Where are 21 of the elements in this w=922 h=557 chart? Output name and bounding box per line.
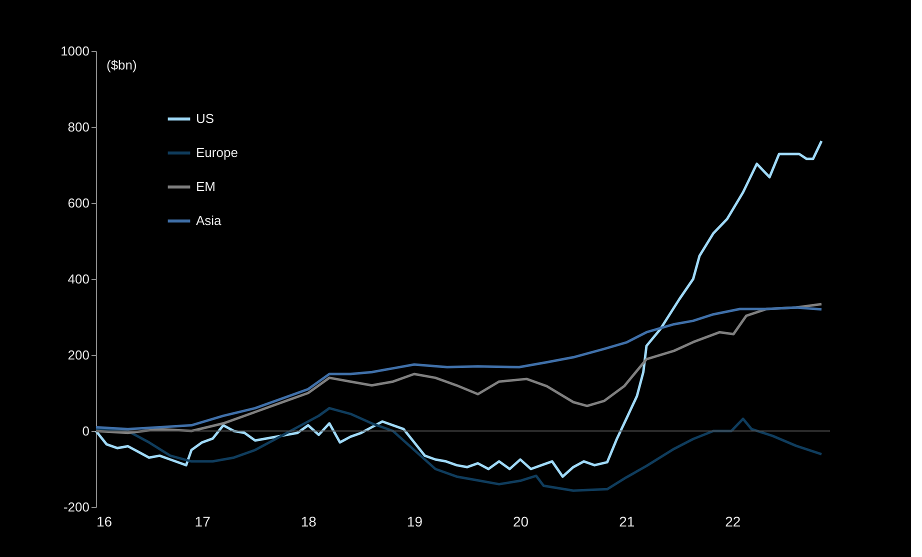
line-series <box>94 406 823 492</box>
y-tick-label: 800 <box>68 120 90 134</box>
y-tick-label: 200 <box>68 348 90 362</box>
y-tick-label: 0 <box>82 424 90 438</box>
y-axis-title: ($bn) <box>106 58 137 72</box>
y-tick-label: 400 <box>68 272 90 286</box>
x-tick-label: 19 <box>406 514 423 530</box>
y-tick-label: 600 <box>68 196 90 210</box>
legend-label: Europe <box>196 145 238 160</box>
legend-label: US <box>196 111 214 126</box>
x-tick-label: 17 <box>194 514 211 530</box>
y-tick-label: 1000 <box>60 44 90 58</box>
line-series <box>94 140 823 478</box>
x-tick-label: 22 <box>725 514 741 530</box>
legend-label: EM <box>196 179 216 194</box>
x-tick-label: 21 <box>619 514 635 530</box>
legend-label: Asia <box>196 213 222 228</box>
y-tick-label: -200 <box>63 500 90 514</box>
x-tick-label: 16 <box>96 514 112 530</box>
x-tick-label: 20 <box>512 514 529 530</box>
x-tick-label: 18 <box>300 514 317 530</box>
